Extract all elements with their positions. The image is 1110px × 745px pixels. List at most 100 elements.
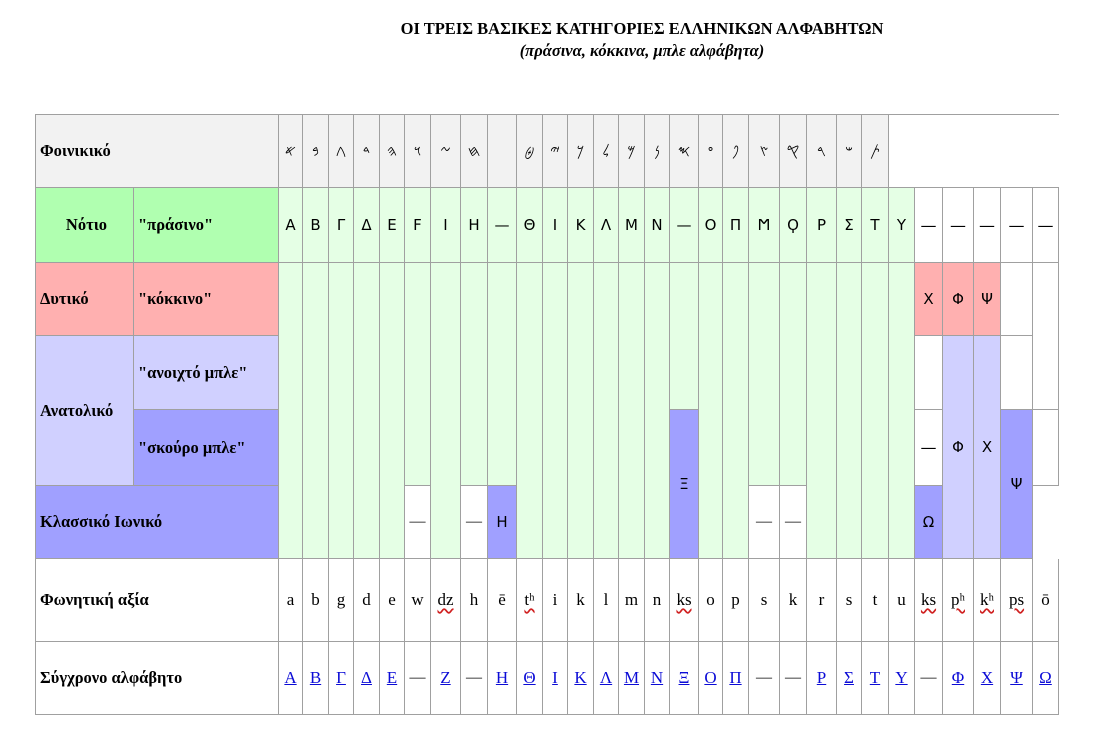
phonetic-value: pʰ [943, 559, 974, 642]
east-dark-letter: — [915, 410, 943, 486]
modern-letter-link[interactable]: Β [309, 668, 322, 687]
row-header-phoenician: Φοινικικό [36, 115, 279, 188]
phonetic-value: a [279, 559, 303, 642]
phonetic-value: kʰ [974, 559, 1001, 642]
green-cell [837, 263, 862, 559]
east-dark-letter: Φ [943, 336, 974, 559]
phonetic-value: l [594, 559, 619, 642]
west-letter: Φ [943, 263, 974, 336]
modern-letter-link[interactable]: Ν [650, 668, 664, 687]
phonetic-value: k [780, 559, 807, 642]
modern-letter-link[interactable]: Ψ [1010, 668, 1023, 687]
phonetic-value: ks [915, 559, 943, 642]
phonetic-value: h [461, 559, 488, 642]
phonetic-value: n [645, 559, 670, 642]
modern-dash: — [749, 642, 780, 715]
modern-letter: Γ [329, 642, 354, 715]
south-letter: Ϙ [780, 188, 807, 263]
modern-letter: Κ [568, 642, 594, 715]
phonetic-value: o [699, 559, 723, 642]
phoenician-letter: 𐤈 [517, 115, 543, 188]
modern-letter-link[interactable]: Ρ [816, 668, 827, 687]
west-letter: Ψ [974, 263, 1001, 336]
south-letter: — [974, 188, 1001, 263]
modern-letter: Τ [862, 642, 889, 715]
phoenician-letter: 𐤂 [329, 115, 354, 188]
blank-cell [1001, 263, 1033, 336]
phonetic-value: i [543, 559, 568, 642]
row-subheader-east-dark: "σκούρο μπλε" [134, 410, 279, 486]
modern-letter-link[interactable]: Ο [704, 668, 717, 687]
modern-letter-link[interactable]: Μ [623, 668, 640, 687]
modern-dash: — [461, 642, 488, 715]
modern-letter: Β [303, 642, 329, 715]
phonetic-value: d [354, 559, 380, 642]
modern-letter-link[interactable]: Γ [336, 668, 346, 687]
green-cell [279, 263, 303, 559]
phonetic-value: u [889, 559, 915, 642]
modern-letter-link[interactable]: Ω [1039, 668, 1052, 687]
modern-letter: Υ [889, 642, 915, 715]
modern-letter-link[interactable]: Φ [951, 668, 965, 687]
blank-cell [915, 336, 943, 410]
modern-letter: Ξ [670, 642, 699, 715]
row-subheader-south: "πράσινο" [134, 188, 279, 263]
modern-dash: — [780, 642, 807, 715]
modern-letter-link[interactable]: Ζ [440, 668, 451, 687]
phonetic-value: e [380, 559, 405, 642]
modern-letter-link[interactable]: Δ [361, 668, 372, 687]
south-letter: Σ [837, 188, 862, 263]
south-letter: — [670, 188, 699, 263]
title-main: ΟΙ ΤΡΕΙΣ ΒΑΣΙΚΕΣ ΚΑΤΗΓΟΡΙΕΣ ΕΛΛΗΝΙΚΩΝ ΑΛ… [400, 19, 884, 38]
south-letter: Γ [329, 188, 354, 263]
modern-letter-link[interactable]: Ε [386, 668, 398, 687]
green-cell [517, 263, 543, 559]
modern-letter-link[interactable]: Χ [980, 668, 994, 687]
phonetic-value: dz [431, 559, 461, 642]
phoenician-letter: 𐤅 [405, 115, 431, 188]
modern-letter-link[interactable]: Ξ [678, 668, 690, 687]
south-letter: Τ [862, 188, 889, 263]
modern-letter: Ψ [1001, 642, 1033, 715]
modern-letter-link[interactable]: Θ [523, 668, 536, 687]
green-cell [488, 263, 517, 486]
modern-letter-link[interactable]: Σ [844, 668, 854, 687]
ionic-eta: Η [488, 486, 517, 559]
phoenician-letter: 𐤋 [594, 115, 619, 188]
modern-letter-link[interactable]: Υ [895, 668, 908, 687]
modern-letter: Μ [619, 642, 645, 715]
modern-letter: Φ [943, 642, 974, 715]
modern-letter-link[interactable]: Τ [869, 668, 881, 687]
green-cell [862, 263, 889, 559]
row-phonetic: Φωνητική αξία a b g d e w dz h ē tʰ i k l m n ks o p s k r s t u… [36, 559, 1059, 642]
modern-letter: Ζ [431, 642, 461, 715]
phonetic-value: g [329, 559, 354, 642]
modern-letter-link[interactable]: Η [495, 668, 509, 687]
south-letter: — [943, 188, 974, 263]
phonetic-value: m [619, 559, 645, 642]
modern-dash: — [405, 642, 431, 715]
modern-letter-link[interactable]: Κ [574, 668, 587, 687]
row-header-south: Νότιο [36, 188, 134, 263]
south-letter: Ε [380, 188, 405, 263]
ionic-dash: — [461, 486, 488, 559]
row-modern: Σύγχρονο αλφάβητο Α Β Γ Δ Ε — Ζ — Η Θ Ι Κ Λ Μ Ν Ξ Ο Π — — Ρ Σ Τ… [36, 642, 1059, 715]
modern-letter-link[interactable]: Λ [599, 668, 613, 687]
modern-letter: Ι [543, 642, 568, 715]
modern-letter: Α [279, 642, 303, 715]
green-cell [354, 263, 380, 559]
green-cell [807, 263, 837, 559]
south-letter: Ϻ [749, 188, 780, 263]
green-cell [543, 263, 568, 559]
south-letter: — [1033, 188, 1059, 263]
modern-letter-link[interactable]: Π [729, 668, 742, 687]
modern-letter: Ε [380, 642, 405, 715]
green-cell [431, 263, 461, 559]
modern-letter-link[interactable]: Ι [552, 668, 558, 687]
south-letter: Ρ [807, 188, 837, 263]
green-cell [461, 263, 488, 486]
modern-letter: Σ [837, 642, 862, 715]
modern-letter-link[interactable]: Α [284, 668, 297, 687]
blank-cell [1033, 410, 1059, 486]
phoenician-letter: 𐤑 [749, 115, 780, 188]
